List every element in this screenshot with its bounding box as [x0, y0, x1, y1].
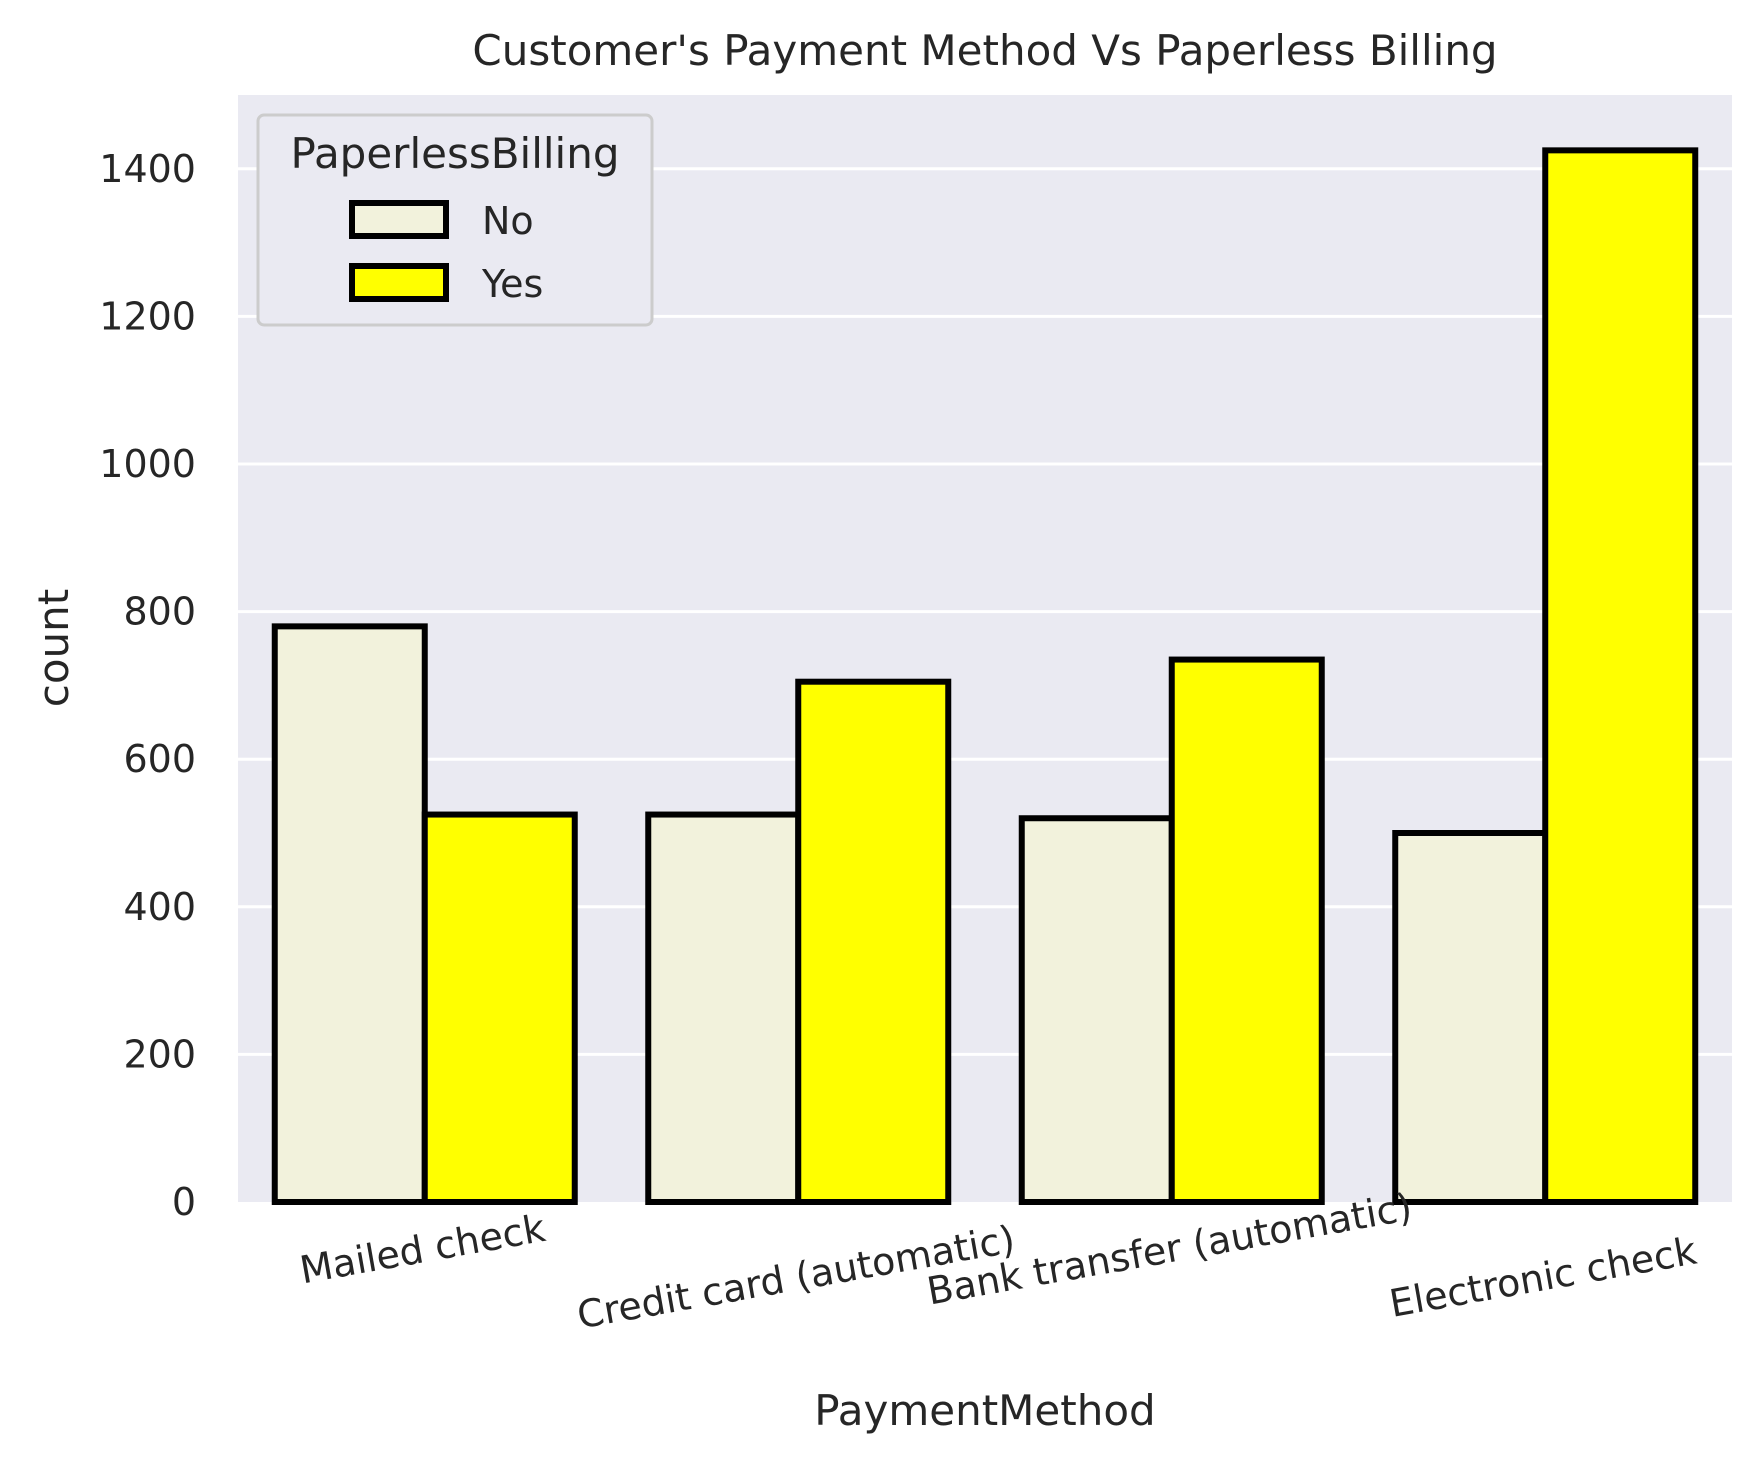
- legend: PaperlessBilling No Yes: [256, 113, 654, 327]
- y-tick-label: 200: [123, 1032, 196, 1076]
- y-tick-label: 600: [123, 737, 196, 781]
- legend-label-yes: Yes: [481, 262, 543, 306]
- bar-yes: [421, 811, 578, 1205]
- legend-label-no: No: [482, 199, 534, 243]
- legend-swatch-yes: [349, 263, 449, 302]
- y-tick-label: 400: [123, 885, 196, 929]
- bar-no: [271, 623, 428, 1205]
- y-tick-label: 1400: [99, 147, 196, 191]
- bar-yes: [795, 678, 952, 1205]
- y-tick-label: 1200: [99, 294, 196, 338]
- y-tick-labels: 0 200 400 600 800 1000 1200 1400: [99, 147, 196, 1224]
- bar-no: [1018, 815, 1175, 1205]
- y-tick-label: 0: [172, 1180, 196, 1224]
- bars: [271, 147, 1699, 1206]
- chart-title: Customer's Payment Method Vs Paperless B…: [472, 26, 1497, 75]
- y-tick-label: 800: [123, 590, 196, 634]
- legend-title: PaperlessBilling: [291, 129, 620, 178]
- bar-yes: [1168, 656, 1325, 1205]
- bar-yes: [1542, 147, 1699, 1206]
- y-axis-title: count: [29, 589, 78, 708]
- y-tick-label: 1000: [99, 442, 196, 486]
- bar-no: [1392, 830, 1549, 1205]
- legend-swatch-no: [349, 200, 449, 239]
- bar-no: [645, 811, 802, 1205]
- x-axis-title: PaymentMethod: [814, 1386, 1155, 1435]
